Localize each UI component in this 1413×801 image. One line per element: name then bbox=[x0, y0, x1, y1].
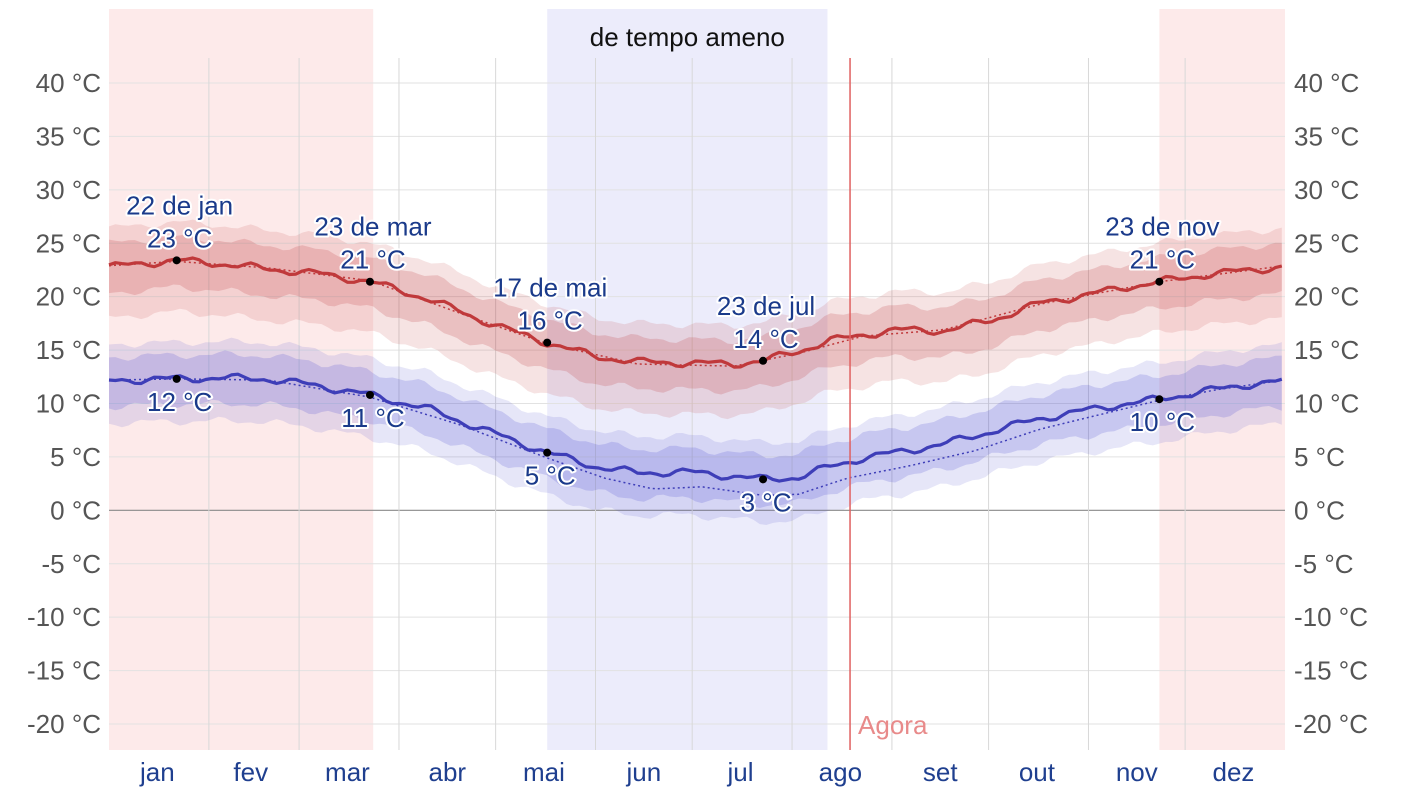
annotation-dot bbox=[759, 356, 768, 365]
annotation-label: 11 °C bbox=[341, 403, 404, 433]
y-tick-left: 5 °C bbox=[50, 442, 101, 472]
season-band-cool-1 bbox=[547, 9, 828, 750]
annotation-dot bbox=[543, 448, 552, 457]
series-line-low_dotted bbox=[108, 378, 1282, 497]
annotation-points bbox=[172, 256, 1164, 484]
y-tick-left: 0 °C bbox=[50, 495, 101, 525]
annotation-dot bbox=[172, 256, 181, 265]
month-label-fev: fev bbox=[233, 757, 268, 787]
annotation-label: 23 de mar bbox=[314, 212, 431, 242]
month-label-jun: jun bbox=[625, 757, 661, 787]
annotation-label: 3 °C bbox=[741, 487, 792, 517]
y-tick-left: 40 °C bbox=[36, 68, 101, 98]
annotation-dot bbox=[543, 338, 552, 347]
season-band-warm-2 bbox=[1159, 9, 1285, 750]
annotation-label: 5 °C bbox=[525, 461, 576, 491]
y-tick-left: -10 °C bbox=[27, 602, 101, 632]
y-tick-right: -20 °C bbox=[1294, 709, 1368, 739]
y-tick-right: 5 °C bbox=[1294, 442, 1345, 472]
y-tick-right: -5 °C bbox=[1294, 549, 1354, 579]
y-tick-right: -15 °C bbox=[1294, 656, 1368, 686]
month-label-abr: abr bbox=[429, 757, 467, 787]
y-tick-left: -15 °C bbox=[27, 656, 101, 686]
y-tick-left: -5 °C bbox=[41, 549, 101, 579]
series-lines bbox=[108, 256, 1283, 497]
month-label-ago: ago bbox=[819, 757, 862, 787]
y-tick-right: 35 °C bbox=[1294, 121, 1359, 151]
annotation-label: 12 °C bbox=[147, 387, 212, 417]
annotation-label: 14 °C bbox=[733, 324, 798, 354]
y-tick-right: -10 °C bbox=[1294, 602, 1368, 632]
annotation-dot bbox=[365, 277, 374, 286]
annotation-label: 23 de jul bbox=[717, 291, 815, 321]
y-tick-right: 40 °C bbox=[1294, 68, 1359, 98]
y-tick-left: 20 °C bbox=[36, 282, 101, 312]
month-label-nov: nov bbox=[1116, 757, 1158, 787]
band-inner-low bbox=[109, 350, 1282, 508]
band-outer-high bbox=[109, 219, 1282, 420]
series-line-high bbox=[108, 256, 1283, 369]
y-tick-right: 20 °C bbox=[1294, 282, 1359, 312]
annotation-dot bbox=[759, 475, 768, 484]
y-tick-left: 10 °C bbox=[36, 389, 101, 419]
annotation-label: 23 °C bbox=[147, 223, 212, 253]
annotation-dot bbox=[172, 374, 181, 383]
y-tick-left: 35 °C bbox=[36, 121, 101, 151]
y-tick-right: 0 °C bbox=[1294, 495, 1345, 525]
now-label: Agora bbox=[858, 710, 928, 740]
series-line-high_dotted bbox=[108, 260, 1282, 367]
y-tick-left: 25 °C bbox=[36, 228, 101, 258]
y-tick-right: 30 °C bbox=[1294, 175, 1359, 205]
annotation-label: 23 de nov bbox=[1105, 212, 1219, 242]
labels: de tempo ameno Agora 40 °C 40 °C 35 °C 35 °C 3… bbox=[27, 22, 1368, 787]
y-tick-left: -20 °C bbox=[27, 709, 101, 739]
band-inner-high bbox=[109, 234, 1282, 395]
annotation-label: 17 de mai bbox=[493, 273, 607, 303]
y-tick-left: 30 °C bbox=[36, 175, 101, 205]
annotation-dot bbox=[1155, 277, 1164, 286]
season-bands bbox=[109, 9, 1285, 750]
month-label-jul: jul bbox=[726, 757, 753, 787]
y-tick-right: 10 °C bbox=[1294, 389, 1359, 419]
month-label-dez: dez bbox=[1212, 757, 1254, 787]
band-outer-low bbox=[109, 337, 1282, 525]
season-band-warm-0 bbox=[109, 9, 374, 750]
month-label-set: set bbox=[923, 757, 958, 787]
season-label: de tempo ameno bbox=[590, 22, 785, 52]
y-tick-right: 25 °C bbox=[1294, 228, 1359, 258]
month-label-out: out bbox=[1019, 757, 1056, 787]
y-tick-left: 15 °C bbox=[36, 335, 101, 365]
annotation-label: 10 °C bbox=[1130, 407, 1195, 437]
annotation-label: 16 °C bbox=[518, 306, 583, 336]
annotation-label: 21 °C bbox=[1130, 245, 1195, 275]
month-label-mai: mai bbox=[523, 757, 565, 787]
annotation-label: 21 °C bbox=[340, 245, 405, 275]
month-label-mar: mar bbox=[325, 757, 370, 787]
annotation-dot bbox=[365, 390, 374, 399]
annotation-dot bbox=[1155, 395, 1164, 404]
annotation-label: 22 de jan bbox=[126, 190, 233, 220]
series-line-low bbox=[108, 372, 1283, 483]
y-tick-right: 15 °C bbox=[1294, 335, 1359, 365]
percentile-bands bbox=[109, 219, 1282, 525]
month-label-jan: jan bbox=[139, 757, 175, 787]
